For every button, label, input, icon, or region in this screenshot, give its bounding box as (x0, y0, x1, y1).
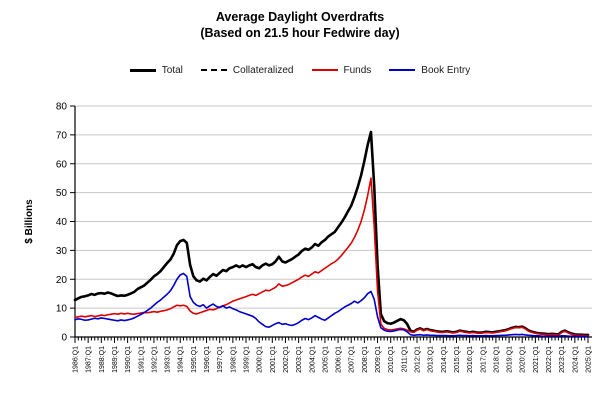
chart-title: Average Daylight Overdrafts (215, 10, 385, 24)
y-tick-label: 20 (56, 275, 68, 286)
y-tick-label: 80 (56, 102, 68, 113)
collateralized-dashed-line-swatch-icon (200, 69, 227, 71)
y-tick-label: 0 (61, 333, 67, 344)
x-tick-label: 2003:Q1 (296, 346, 303, 373)
x-tick-label: 2023:Q1 (559, 346, 566, 373)
legend-item-collateralized: Collateralized (200, 64, 294, 76)
y-tick-label: 30 (56, 246, 68, 257)
x-tick-label: 1990:Q1 (125, 346, 132, 373)
legend-item-book-entry: Book Entry (389, 65, 470, 76)
x-tick-label: 1989:Q1 (112, 346, 119, 373)
series-line-book-entry (74, 272, 589, 338)
total-line-swatch-icon (129, 68, 156, 72)
legend-label-collateralized: Collateralized (232, 64, 294, 76)
legend-label-total: Total (161, 64, 183, 76)
x-tick-label: 2022:Q1 (546, 346, 553, 373)
x-tick-label: 2007:Q1 (349, 346, 356, 373)
x-tick-label: 2008:Q1 (362, 346, 369, 373)
x-tick-label: 1995:Q1 (191, 346, 198, 373)
x-tick-label: 1999:Q1 (244, 346, 251, 373)
y-tick-label: 60 (56, 159, 68, 170)
series-line-total (73, 130, 590, 337)
x-tick-label: 2011:Q1 (401, 346, 408, 372)
x-tick-label: 2013:Q1 (428, 346, 435, 373)
x-tick-label: 1993:Q1 (165, 346, 172, 373)
x-tick-label: 1988:Q1 (99, 346, 106, 373)
chart-legend: Total Collateralized Funds Book Entry (0, 62, 600, 78)
y-tick-label: 50 (56, 188, 68, 199)
book-entry-line-swatch-icon (389, 69, 416, 71)
x-tick-label: 2014:Q1 (441, 346, 448, 373)
x-tick-label: 2019:Q1 (507, 346, 514, 373)
legend-item-funds: Funds (311, 64, 372, 76)
x-tick-label: 2021:Q1 (533, 346, 540, 373)
y-tick-label: 70 (56, 130, 68, 141)
legend-label-book-entry: Book Entry (421, 64, 471, 76)
x-tick-label: 2012:Q1 (415, 346, 422, 373)
legend-item-total: Total (129, 64, 183, 76)
x-tick-label: 2024:Q1 (572, 346, 579, 373)
x-tick-label: 2001:Q1 (270, 346, 277, 373)
x-tick-label: 2025:Q1 (586, 346, 593, 373)
x-tick-label: 1998:Q1 (230, 346, 237, 373)
series-line-funds (74, 177, 589, 337)
x-tick-label: 2017:Q1 (480, 346, 487, 373)
x-tick-label: 2010:Q1 (388, 346, 395, 373)
funds-line-swatch-icon (311, 69, 338, 71)
x-tick-label: 2009:Q1 (375, 346, 382, 373)
x-tick-label: 1997:Q1 (217, 346, 224, 373)
x-tick-label: 2015:Q1 (454, 346, 461, 373)
x-tick-label: 2006:Q1 (336, 346, 343, 373)
x-tick-label: 2000:Q1 (257, 346, 264, 373)
legend-label-funds: Funds (343, 64, 372, 76)
x-tick-label: 1992:Q1 (151, 346, 158, 373)
x-tick-label: 2002:Q1 (283, 346, 290, 373)
x-tick-label: 2018:Q1 (493, 346, 500, 373)
chart-subtitle: (Based on 21.5 hour Fedwire day) (200, 26, 400, 40)
x-tick-label: 1991:Q1 (138, 346, 145, 373)
y-tick-label: 40 (56, 217, 68, 228)
y-axis-title: $ Billions (24, 199, 35, 244)
y-tick-label: 10 (56, 304, 68, 315)
x-tick-label: 2005:Q1 (322, 346, 329, 373)
x-tick-label: 1994:Q1 (178, 346, 185, 373)
x-tick-label: 2016:Q1 (467, 346, 474, 373)
x-tick-label: 2004:Q1 (309, 346, 316, 373)
x-tick-label: 1996:Q1 (204, 346, 211, 373)
x-tick-label: 1986:Q1 (73, 346, 80, 373)
x-tick-label: 1987:Q1 (86, 346, 93, 373)
x-tick-label: 2020:Q1 (520, 346, 527, 373)
